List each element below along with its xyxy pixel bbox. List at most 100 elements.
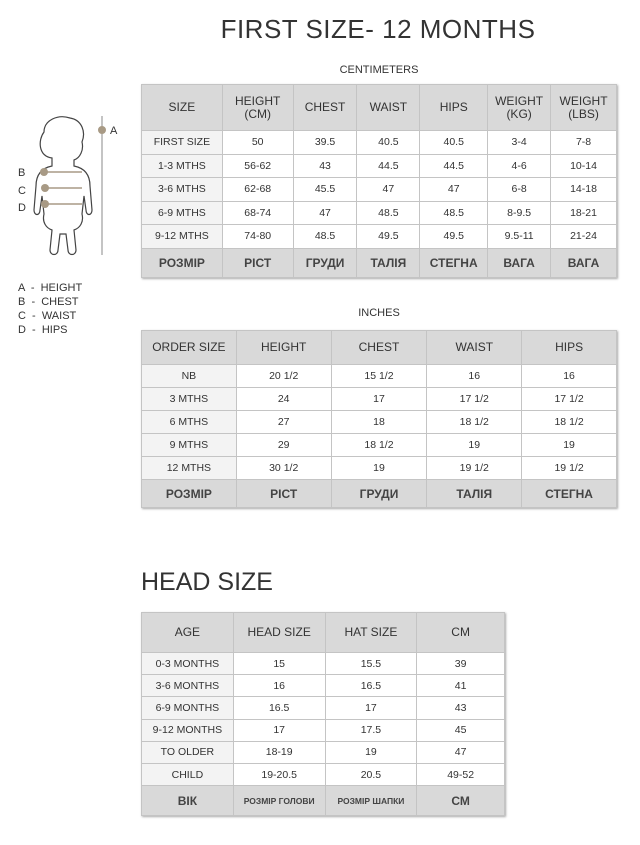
footer-row-cell: РОЗМІР ШАПКИ	[324, 785, 418, 817]
footer-row-cell: ВАГА	[550, 247, 617, 278]
header-row-cell: WAIST	[356, 84, 421, 131]
table-row-cell: 47	[419, 177, 489, 202]
table-row-cell: 74-80	[221, 224, 294, 249]
table-row-cell: 45.5	[292, 177, 358, 202]
table-row-cell: 20 1/2	[235, 364, 332, 388]
table-row-cell: 18 1/2	[330, 433, 428, 457]
table-row: 3-6 MTHS 62-68 45.5 47 47 6-8 14-18	[141, 177, 617, 202]
table-row: 0-3 MONTHS 15 15.5 39	[141, 651, 505, 676]
header-row-cell: CHEST	[330, 330, 428, 365]
table-row-cell: 49.5	[356, 224, 421, 249]
table-row: 1-3 MTHS 56-62 43 44.5 44.5 4-6 10-14	[141, 153, 617, 178]
page-title: FIRST SIZE- 12 MONTHS	[220, 14, 536, 44]
label-d: D	[18, 202, 26, 214]
table-row-cell: 17	[330, 387, 428, 411]
inches-size-table: ORDER SIZE HEIGHT CHEST WAIST HIPS NB 20 1/2 15…	[141, 330, 617, 508]
header-row-cell: WAIST	[426, 330, 523, 365]
table-row-cell: 49.5	[419, 224, 489, 249]
table-row-cell: 4-6	[487, 153, 552, 178]
table-row-cell: 19	[324, 740, 418, 764]
footer-row: РОЗМІР РІСТ ГРУДИ ТАЛІЯ СТЕГНА ВАГА ВАГА	[141, 247, 617, 278]
table-row-cell: 44.5	[356, 153, 421, 178]
cm-caption: CENTIMETERS	[339, 64, 419, 76]
measurement-legend: A - HEIGHT B - CHEST C - WAIST D - HIPS	[18, 281, 82, 337]
table-row-cell: 43	[292, 153, 358, 178]
table-row: 9-12 MONTHS 17 17.5 45	[141, 718, 505, 742]
table-row-cell: 43	[416, 696, 505, 720]
table-row-cell: 18-21	[550, 200, 617, 225]
table-row-cell: 45	[416, 718, 505, 742]
header-row-cell: CHEST	[292, 84, 358, 131]
legend-item: D - HIPS	[18, 324, 68, 336]
footer-row-cell: ВІК	[141, 785, 234, 817]
table-row-cell: CHILD	[141, 762, 234, 787]
table-row-cell: 18	[330, 410, 428, 434]
table-row-cell: 3 MTHS	[141, 387, 237, 411]
header-row: ORDER SIZE HEIGHT CHEST WAIST HIPS	[141, 330, 617, 365]
header-row-cell: AGE	[141, 612, 234, 653]
table-row-cell: 47	[416, 740, 505, 764]
table-row-cell: 18-19	[232, 740, 326, 764]
table-row: 6-9 MTHS 68-74 47 48.5 48.5 8-9.5 18-21	[141, 200, 617, 225]
table-row-cell: 10-14	[550, 153, 617, 178]
head-size-title: HEAD SIZE	[141, 568, 273, 596]
table-row-cell: 44.5	[419, 153, 489, 178]
header-row-cell: WEIGHT (KG)	[487, 84, 552, 131]
table-row: 9 MTHS 29 18 1/2 19 19	[141, 433, 617, 457]
table-row-cell: 27	[235, 410, 332, 434]
header-row-cell: HEIGHT (CM)	[221, 84, 294, 131]
marker-a	[98, 126, 106, 134]
footer-row: ВІК РОЗМІР ГОЛОВИ РОЗМІР ШАПКИ СМ	[141, 785, 505, 817]
table-row-cell: 68-74	[221, 200, 294, 225]
table-row-cell: 49-52	[416, 762, 505, 787]
footer-row-cell: ГРУДИ	[330, 479, 428, 508]
table-row-cell: 16	[521, 364, 617, 388]
table-row: 6 MTHS 27 18 18 1/2 18 1/2	[141, 410, 617, 434]
label-a: A	[110, 125, 118, 137]
table-row-cell: 18 1/2	[426, 410, 523, 434]
head-size-table: AGE HEAD SIZE HAT SIZE CM 0-3 MONTHS 15 15.5 39…	[141, 612, 505, 817]
table-row: TO OLDER 18-19 19 47	[141, 740, 505, 764]
label-b: B	[18, 167, 25, 179]
table-row-cell: 48.5	[356, 200, 421, 225]
marker-b	[40, 168, 48, 176]
table-row-cell: 6-8	[487, 177, 552, 202]
legend-item: A - HEIGHT	[18, 282, 83, 294]
table-row-cell: 19-20.5	[232, 762, 326, 787]
table-row-cell: TO OLDER	[141, 740, 234, 764]
table-row-cell: 3-6 MTHS	[141, 177, 223, 202]
baby-outline-icon	[33, 116, 93, 256]
table-row-cell: 62-68	[221, 177, 294, 202]
baby-figure-diagram: A B C D	[18, 116, 118, 256]
table-row-cell: 18 1/2	[521, 410, 617, 434]
table-row: CHILD 19-20.5 20.5 49-52	[141, 762, 505, 787]
table-row-cell: 56-62	[221, 153, 294, 178]
table-row-cell: 16.5	[232, 696, 326, 720]
inches-caption: INCHES	[358, 307, 400, 319]
label-c: C	[18, 185, 26, 197]
table-row: 3 MTHS 24 17 17 1/2 17 1/2	[141, 387, 617, 411]
table-row-cell: 6 MTHS	[141, 410, 237, 434]
table-row-cell: 6-9 MONTHS	[141, 696, 234, 720]
cm-size-table: SIZE HEIGHT (CM) CHEST WAIST HIPS WEIGHT (KG)…	[141, 84, 617, 278]
header-row-cell: ORDER SIZE	[141, 330, 237, 365]
table-row-cell: 17	[232, 718, 326, 742]
footer-row-cell: РОЗМІР	[141, 479, 237, 508]
footer-row-cell: ВАГА	[487, 247, 552, 278]
footer-row-cell: РІСТ	[221, 247, 294, 278]
table-row-cell: 17	[324, 696, 418, 720]
header-row-cell: HIPS	[419, 84, 489, 131]
table-row-cell: 19	[521, 433, 617, 457]
table-row-cell: 39	[416, 651, 505, 676]
table-row-cell: 30 1/2	[235, 456, 332, 480]
table-row-cell: 9-12 MONTHS	[141, 718, 234, 742]
table-row-cell: 3-4	[487, 130, 552, 155]
legend-item: C - WAIST	[18, 310, 77, 322]
footer-row-cell: ТАЛІЯ	[426, 479, 523, 508]
table-row-cell: 20.5	[324, 762, 418, 787]
table-row-cell: 12 MTHS	[141, 456, 237, 480]
header-row-cell: CM	[416, 612, 505, 653]
table-row-cell: FIRST SIZE	[141, 130, 223, 155]
table-row-cell: 0-3 MONTHS	[141, 651, 234, 676]
table-row-cell: 29	[235, 433, 332, 457]
